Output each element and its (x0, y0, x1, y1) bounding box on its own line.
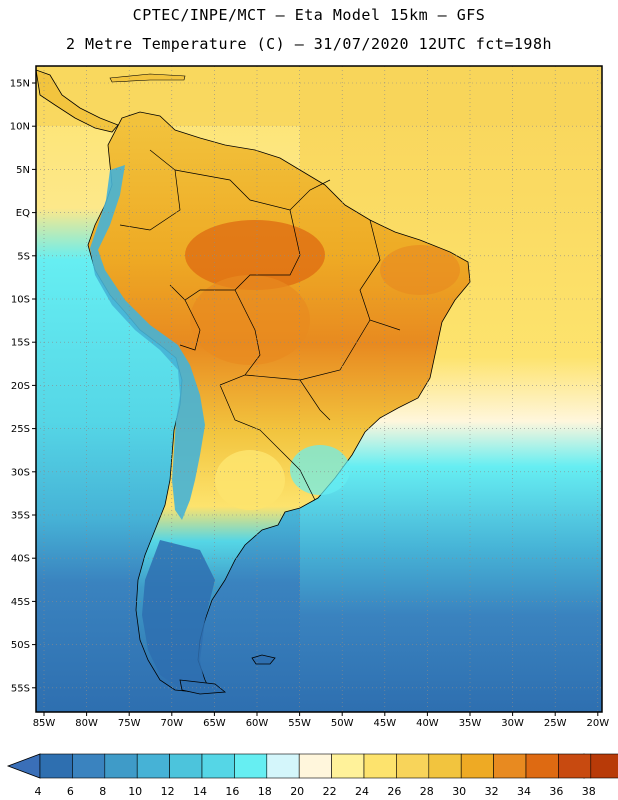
map-title: CPTEC/INPE/MCT — Eta Model 15km — GFS (132, 6, 486, 24)
lat-tick-label: 15S (11, 338, 30, 349)
andes-cold-band (90, 165, 205, 520)
lon-tick-label: 70W (160, 718, 183, 729)
lon-tick-label: 40W (416, 718, 439, 729)
southeast-cool-zone (290, 445, 350, 495)
lat-tick-label: 50S (11, 640, 30, 651)
colorbar-tick-label: 30 (452, 785, 466, 798)
lon-tick-label: 60W (246, 718, 269, 729)
amazon-hot-core (185, 220, 325, 290)
colorbar-swatch (460, 753, 494, 779)
colorbar-swatch (169, 753, 203, 779)
colorbar-swatch (428, 753, 462, 779)
country-borders (119, 149, 401, 501)
map-frame (35, 65, 603, 713)
colorbar-swatch (590, 753, 618, 779)
lat-tick-label: EQ (16, 208, 30, 219)
lon-tick-label: 55W (288, 718, 311, 729)
lon-tick-label: 80W (75, 718, 98, 729)
falkland-islands (251, 654, 276, 665)
colorbar-tick-label: 34 (517, 785, 531, 798)
colorbar-tick-label: 20 (290, 785, 304, 798)
colorbar-swatch (525, 753, 559, 779)
lon-tick-label: 30W (501, 718, 524, 729)
caribbean-islands (109, 73, 186, 83)
colorbar-swatch (493, 753, 527, 779)
lat-tick-label: 20S (11, 381, 30, 392)
colorbar-tick-label: 38 (582, 785, 596, 798)
lat-tick-label: 5N (16, 165, 30, 176)
colorbar-tick-label: 24 (355, 785, 369, 798)
colorbar-tick-label: 26 (387, 785, 401, 798)
colorbar-tick-label: 28 (420, 785, 434, 798)
colorbar-tick-label: 16 (225, 785, 239, 798)
pampas-warm-zone (215, 450, 285, 510)
colorbar-swatch (558, 753, 592, 779)
colorbar-tick-label: 4 (35, 785, 42, 798)
lon-tick-label: 45W (373, 718, 396, 729)
lat-tick-label: 40S (11, 554, 30, 565)
colorbar-swatch (363, 753, 397, 779)
lat-tick-label: 10N (10, 122, 30, 133)
lon-tick-label: 20W (586, 718, 609, 729)
lat-tick-label: 55S (11, 683, 30, 694)
colorbar-low-arrow (6, 753, 41, 779)
colorbar-tick-label: 22 (323, 785, 337, 798)
latitude-axis: 15N 10N 5N EQ 5S 10S 15S 20S 25S 30S 35S 40S 45S 50S 5… (10, 79, 36, 694)
lat-tick-label: 25S (11, 424, 30, 435)
colorbar-swatch (136, 753, 170, 779)
colorbar-tick-label: 12 (161, 785, 175, 798)
colorbar-tick-label: 8 (99, 785, 106, 798)
colorbar-swatch (39, 753, 73, 779)
tierra-del-fuego (179, 679, 227, 695)
lat-tick-label: 35S (11, 511, 30, 522)
northeast-hot-zone (380, 245, 460, 295)
colorbar-tick-label: 36 (549, 785, 563, 798)
colorbar-tick-label: 6 (67, 785, 74, 798)
colorbar-tick-label: 32 (485, 785, 499, 798)
lat-tick-label: 30S (11, 467, 30, 478)
lon-tick-label: 65W (203, 718, 226, 729)
central-america (36, 69, 119, 133)
longitude-axis: 85W 80W 75W 70W 65W 60W 55W 50W 45W 40W 35W 30W 25W 2… (33, 712, 609, 729)
colorbar-swatch (72, 753, 106, 779)
lat-tick-label: 45S (11, 597, 30, 608)
caribbean-warm (36, 66, 602, 126)
lon-tick-label: 85W (33, 718, 56, 729)
colorbar-swatch (234, 753, 268, 779)
map-field (36, 66, 602, 712)
colorbar-tick-label: 10 (128, 785, 142, 798)
colorbar-swatch (266, 753, 300, 779)
colorbar-swatch (396, 753, 430, 779)
lon-tick-label: 25W (544, 718, 567, 729)
colorbar: 4 6 8 10 12 14 16 18 20 22 24 26 28 30 32 34 36 38 (6, 753, 618, 798)
lat-tick-label: 15N (10, 79, 30, 90)
lon-tick-label: 35W (459, 718, 482, 729)
lon-tick-label: 50W (331, 718, 354, 729)
colorbar-swatch (298, 753, 332, 779)
lat-tick-label: 10S (11, 295, 30, 306)
colorbar-tick-label: 14 (193, 785, 207, 798)
patagonia-cold-zone (142, 540, 215, 688)
colorbar-swatch (201, 753, 235, 779)
lat-tick-label: 5S (17, 251, 30, 262)
colorbar-swatch (104, 753, 138, 779)
lon-tick-label: 75W (118, 718, 141, 729)
map-subtitle: 2 Metre Temperature (C) — 31/07/2020 12U… (65, 35, 553, 53)
colorbar-swatch (331, 753, 365, 779)
colorbar-tick-label: 18 (258, 785, 272, 798)
